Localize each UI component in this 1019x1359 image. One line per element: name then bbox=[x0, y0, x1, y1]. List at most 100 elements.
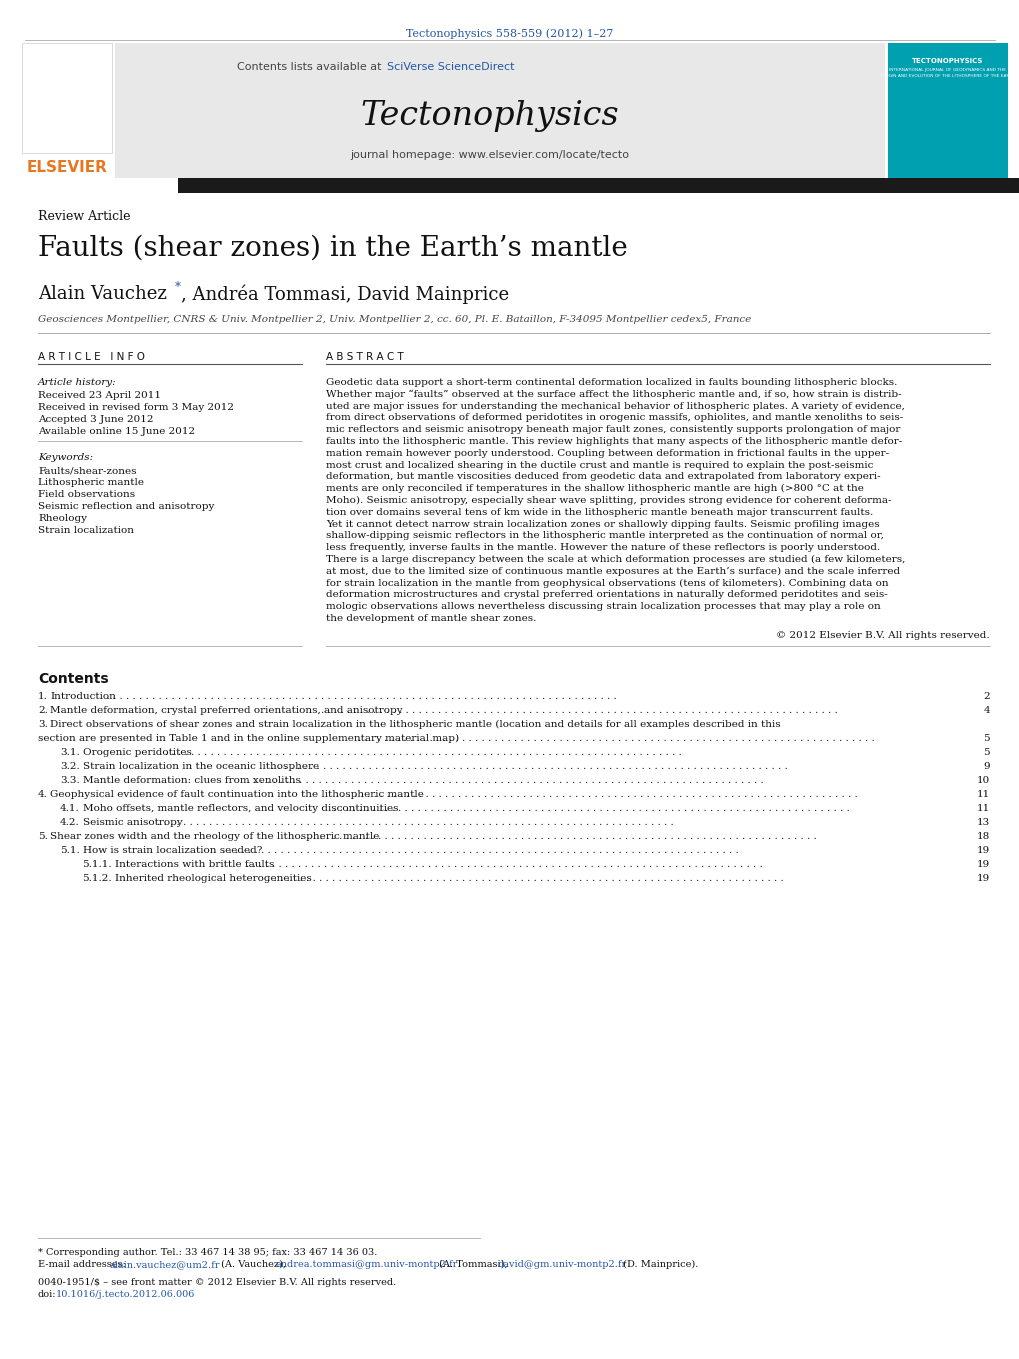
Text: the development of mantle shear zones.: the development of mantle shear zones. bbox=[326, 614, 536, 622]
Text: Moho). Seismic anisotropy, especially shear wave splitting, provides strong evid: Moho). Seismic anisotropy, especially sh… bbox=[326, 496, 891, 506]
Bar bbox=[115, 43, 884, 178]
Text: 11: 11 bbox=[976, 803, 989, 813]
Text: ELSEVIER: ELSEVIER bbox=[26, 160, 107, 175]
Text: Interactions with brittle faults: Interactions with brittle faults bbox=[115, 860, 274, 868]
Text: E-mail addresses:: E-mail addresses: bbox=[38, 1260, 128, 1269]
Text: Strain localization: Strain localization bbox=[38, 526, 133, 535]
Text: Introduction: Introduction bbox=[50, 692, 116, 701]
Text: 5.1.: 5.1. bbox=[60, 845, 79, 855]
Text: . . . . . . . . . . . . . . . . . . . . . . . . . . . . . . . . . . . . . . . . : . . . . . . . . . . . . . . . . . . . . … bbox=[165, 747, 684, 757]
Text: 5: 5 bbox=[982, 734, 989, 743]
Text: . . . . . . . . . . . . . . . . . . . . . . . . . . . . . . . . . . . . . . . . : . . . . . . . . . . . . . . . . . . . . … bbox=[100, 692, 619, 701]
Text: . . . . . . . . . . . . . . . . . . . . . . . . . . . . . . . . . . . . . . . . : . . . . . . . . . . . . . . . . . . . . … bbox=[157, 818, 676, 826]
Text: A R T I C L E   I N F O: A R T I C L E I N F O bbox=[38, 352, 145, 361]
Text: at most, due to the limited size of continuous mantle exposures at the Earth’s s: at most, due to the limited size of cont… bbox=[326, 567, 899, 576]
Text: (A. Vauchez),: (A. Vauchez), bbox=[218, 1260, 288, 1269]
Text: © 2012 Elsevier B.V. All rights reserved.: © 2012 Elsevier B.V. All rights reserved… bbox=[775, 631, 989, 640]
Text: *: * bbox=[175, 281, 180, 294]
Text: mic reflectors and seismic anisotropy beneath major fault zones, consistently su: mic reflectors and seismic anisotropy be… bbox=[326, 425, 900, 434]
Text: Rheology: Rheology bbox=[38, 514, 87, 523]
Text: A B S T R A C T: A B S T R A C T bbox=[326, 352, 404, 361]
Text: 0040-1951/$ – see front matter © 2012 Elsevier B.V. All rights reserved.: 0040-1951/$ – see front matter © 2012 El… bbox=[38, 1277, 395, 1287]
Text: . . . . . . . . . . . . . . . . . . . . . . . . . . . . . . . . . . . . . . . . : . . . . . . . . . . . . . . . . . . . . … bbox=[247, 860, 765, 868]
Text: Field observations: Field observations bbox=[38, 491, 135, 499]
Text: 5.1.1.: 5.1.1. bbox=[82, 860, 111, 868]
Text: SciVerse ScienceDirect: SciVerse ScienceDirect bbox=[386, 63, 514, 72]
Text: 4.2.: 4.2. bbox=[60, 818, 79, 826]
Text: Moho offsets, mantle reflectors, and velocity discontinuities: Moho offsets, mantle reflectors, and vel… bbox=[83, 803, 397, 813]
Text: Yet it cannot detect narrow strain localization zones or shallowly dipping fault: Yet it cannot detect narrow strain local… bbox=[326, 519, 878, 529]
Text: alain.vauchez@um2.fr: alain.vauchez@um2.fr bbox=[110, 1260, 220, 1269]
Text: 10.1016/j.tecto.2012.06.006: 10.1016/j.tecto.2012.06.006 bbox=[56, 1290, 196, 1299]
Text: 10: 10 bbox=[976, 776, 989, 784]
Text: Contents: Contents bbox=[38, 671, 108, 686]
Text: 4: 4 bbox=[982, 705, 989, 715]
Text: Whether major “faults” observed at the surface affect the lithospheric mantle an: Whether major “faults” observed at the s… bbox=[326, 390, 901, 400]
Text: 2: 2 bbox=[982, 692, 989, 701]
Text: 5.1.2.: 5.1.2. bbox=[82, 874, 111, 883]
Text: . . . . . . . . . . . . . . . . . . . . . . . . . . . . . . . . . . . . . . . . : . . . . . . . . . . . . . . . . . . . . … bbox=[271, 762, 791, 771]
Text: Faults/shear-zones: Faults/shear-zones bbox=[38, 466, 137, 476]
Text: There is a large discrepancy between the scale at which deformation processes ar: There is a large discrepancy between the… bbox=[326, 554, 905, 564]
Text: 3.: 3. bbox=[38, 720, 48, 728]
Text: Accepted 3 June 2012: Accepted 3 June 2012 bbox=[38, 414, 153, 424]
Text: . . . . . . . . . . . . . . . . . . . . . . . . . . . . . . . . . . . . . . . . : . . . . . . . . . . . . . . . . . . . . … bbox=[222, 845, 742, 855]
Text: INTERNATIONAL JOURNAL OF GEODYNAMICS AND THE: INTERNATIONAL JOURNAL OF GEODYNAMICS AND… bbox=[889, 68, 1006, 72]
Text: 13: 13 bbox=[976, 818, 989, 826]
Text: . . . . . . . . . . . . . . . . . . . . . . . . . . . . . . . . . . . . . . . . : . . . . . . . . . . . . . . . . . . . . … bbox=[332, 803, 852, 813]
Text: ments are only reconciled if temperatures in the shallow lithospheric mantle are: ments are only reconciled if temperature… bbox=[326, 484, 863, 493]
Text: . . . . . . . . . . . . . . . . . . . . . . . . . . . . . . . . . . . . . . . . : . . . . . . . . . . . . . . . . . . . . … bbox=[247, 776, 766, 784]
Text: david@gm.univ-montp2.fr: david@gm.univ-montp2.fr bbox=[497, 1260, 627, 1269]
Text: . . . . . . . . . . . . . . . . . . . . . . . . . . . . . . . . . . . . . . . . : . . . . . . . . . . . . . . . . . . . . … bbox=[358, 734, 877, 743]
Text: ORIGIN AND EVOLUTION OF THE LITHOSPHERE OF THE EARTH: ORIGIN AND EVOLUTION OF THE LITHOSPHERE … bbox=[880, 73, 1014, 77]
Text: Orogenic peridotites: Orogenic peridotites bbox=[83, 747, 192, 757]
Text: 9: 9 bbox=[982, 762, 989, 771]
Text: Seismic reflection and anisotropy: Seismic reflection and anisotropy bbox=[38, 501, 214, 511]
Bar bbox=[178, 178, 1019, 193]
Text: Geophysical evidence of fault continuation into the lithospheric mantle: Geophysical evidence of fault continuati… bbox=[50, 790, 424, 799]
Text: 1.: 1. bbox=[38, 692, 48, 701]
Bar bbox=[888, 43, 1007, 178]
Text: Tectonophysics: Tectonophysics bbox=[361, 101, 619, 132]
Text: Inherited rheological heterogeneities: Inherited rheological heterogeneities bbox=[115, 874, 312, 883]
Text: Geodetic data support a short-term continental deformation localized in faults b: Geodetic data support a short-term conti… bbox=[326, 378, 897, 387]
Text: Contents lists available at: Contents lists available at bbox=[236, 63, 384, 72]
Text: journal homepage: www.elsevier.com/locate/tecto: journal homepage: www.elsevier.com/locat… bbox=[351, 149, 629, 160]
Text: Seismic anisotropy: Seismic anisotropy bbox=[83, 818, 182, 826]
Text: deformation microstructures and crystal preferred orientations in naturally defo: deformation microstructures and crystal … bbox=[326, 590, 887, 599]
Text: * Corresponding author. Tel.: 33 467 14 38 95; fax: 33 467 14 36 03.: * Corresponding author. Tel.: 33 467 14 … bbox=[38, 1248, 377, 1257]
Text: less frequently, inverse faults in the mantle. However the nature of these refle: less frequently, inverse faults in the m… bbox=[326, 544, 879, 552]
Text: Available online 15 June 2012: Available online 15 June 2012 bbox=[38, 427, 195, 436]
Text: from direct observations of deformed peridotites in orogenic massifs, ophiolites: from direct observations of deformed per… bbox=[326, 413, 903, 423]
Text: Tectonophysics 558-559 (2012) 1–27: Tectonophysics 558-559 (2012) 1–27 bbox=[406, 29, 613, 38]
Text: (D. Mainprice).: (D. Mainprice). bbox=[620, 1260, 698, 1269]
Text: 5.: 5. bbox=[38, 832, 48, 841]
Text: Direct observations of shear zones and strain localization in the lithospheric m: Direct observations of shear zones and s… bbox=[50, 720, 781, 728]
Text: Alain Vauchez: Alain Vauchez bbox=[38, 285, 172, 303]
Text: 19: 19 bbox=[976, 874, 989, 883]
Text: TECTONOPHYSICS: TECTONOPHYSICS bbox=[911, 58, 982, 64]
Text: Geosciences Montpellier, CNRS & Univ. Montpellier 2, Univ. Montpellier 2, cc. 60: Geosciences Montpellier, CNRS & Univ. Mo… bbox=[38, 315, 751, 323]
Text: 4.1.: 4.1. bbox=[60, 803, 79, 813]
Text: deformation, but mantle viscosities deduced from geodetic data and extrapolated : deformation, but mantle viscosities dedu… bbox=[326, 473, 879, 481]
Text: Faults (shear zones) in the Earth’s mantle: Faults (shear zones) in the Earth’s mant… bbox=[38, 235, 627, 262]
Text: most crust and localized shearing in the ductile crust and mantle is required to: most crust and localized shearing in the… bbox=[326, 461, 872, 470]
Text: Lithospheric mantle: Lithospheric mantle bbox=[38, 478, 144, 487]
Text: Review Article: Review Article bbox=[38, 211, 130, 223]
Text: 3.3.: 3.3. bbox=[60, 776, 79, 784]
Text: 19: 19 bbox=[976, 860, 989, 868]
Text: for strain localization in the mantle from geophysical observations (tens of kil: for strain localization in the mantle fr… bbox=[326, 579, 888, 587]
Text: Article history:: Article history: bbox=[38, 378, 116, 387]
Text: (A. Tommasi),: (A. Tommasi), bbox=[435, 1260, 511, 1269]
Text: 2.: 2. bbox=[38, 705, 48, 715]
Text: 11: 11 bbox=[976, 790, 989, 799]
Text: faults into the lithospheric mantle. This review highlights that many aspects of: faults into the lithospheric mantle. Thi… bbox=[326, 438, 902, 446]
Text: mologic observations allows nevertheless discussing strain localization processe: mologic observations allows nevertheless… bbox=[326, 602, 879, 612]
Text: uted are major issues for understanding the mechanical behavior of lithospheric : uted are major issues for understanding … bbox=[326, 402, 904, 410]
Text: Mantle deformation, crystal preferred orientations, and anisotropy: Mantle deformation, crystal preferred or… bbox=[50, 705, 403, 715]
Text: doi:: doi: bbox=[38, 1290, 56, 1299]
Text: section are presented in Table 1 and in the online supplementary material map): section are presented in Table 1 and in … bbox=[38, 734, 459, 743]
Text: 4.: 4. bbox=[38, 790, 48, 799]
Text: How is strain localization seeded?: How is strain localization seeded? bbox=[83, 845, 262, 855]
Text: 5: 5 bbox=[982, 747, 989, 757]
